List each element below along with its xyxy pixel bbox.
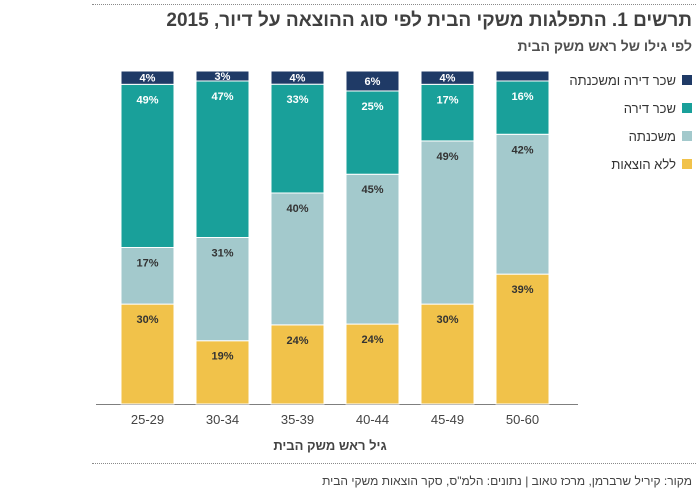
legend-label: שכר דירה ומשכנתה (569, 72, 676, 88)
data-label: 24% (361, 334, 383, 346)
legend-label: ללא הוצאות (611, 156, 676, 172)
data-label: 49% (136, 94, 158, 106)
x-tick-label: 50-60 (506, 412, 539, 427)
legend: שכר דירה ומשכנתה שכר דירה משכנתה ללא הוצ… (502, 66, 692, 178)
legend-swatch (682, 131, 692, 141)
bar-segment-mortgage (120, 246, 175, 305)
data-label: 17% (136, 257, 158, 269)
data-label: 4% (290, 73, 306, 85)
bar-segment-rent-and-mortgage (270, 70, 325, 85)
data-label: 24% (286, 335, 308, 347)
bar-segment-rent-and-mortgage (420, 70, 475, 85)
bar-segment-rent (495, 80, 550, 135)
data-label: 30% (436, 314, 458, 326)
data-label: 40% (286, 203, 308, 215)
data-label: 16% (511, 91, 533, 103)
legend-item-mortgage: משכנתה (502, 122, 692, 150)
chart-subtitle: לפי גילו של ראש משק הבית (517, 38, 692, 54)
chart-title: תרשים 1. התפלגות משקי הבית לפי סוג ההוצא… (166, 10, 692, 31)
data-label: 45% (361, 184, 383, 196)
bar-segment-mortgage (345, 173, 400, 325)
data-label: 49% (436, 151, 458, 163)
bar-segment-mortgage (195, 237, 250, 342)
data-label: 47% (211, 91, 233, 103)
x-tick-label: 25-29 (131, 412, 164, 427)
legend-swatch (682, 75, 692, 85)
source-note: מקור: קיריל שרברמן, מרכז טאוב | נתונים: … (322, 474, 692, 488)
data-label: 42% (511, 144, 533, 156)
data-label: 31% (211, 248, 233, 260)
bar-segment-rent (420, 83, 475, 142)
bar-segment-rent (195, 80, 250, 238)
bar-segment-mortgage (420, 140, 475, 305)
bar-segment-rent (270, 83, 325, 194)
x-tick-label: 35-39 (281, 412, 314, 427)
bottom-divider (92, 463, 696, 464)
top-divider (92, 4, 696, 5)
data-label: 17% (436, 94, 458, 106)
legend-swatch (682, 159, 692, 169)
legend-item-rent: שכר דירה (502, 94, 692, 122)
data-label: 6% (365, 76, 381, 88)
data-label: 4% (440, 73, 456, 85)
bar-segment-no-expenses (345, 323, 400, 405)
bar-segment-rent-and-mortgage (345, 70, 400, 92)
data-label: 4% (140, 73, 156, 85)
bar-segment-rent (345, 90, 400, 175)
legend-label: שכר דירה (623, 100, 676, 116)
data-label: 3% (215, 71, 231, 83)
bar-segment-rent-and-mortgage (195, 70, 250, 82)
legend-item-no-expenses: ללא הוצאות (502, 150, 692, 178)
legend-swatch (682, 103, 692, 113)
x-axis-title: גיל ראש משק הבית (273, 438, 386, 453)
data-label: 39% (511, 284, 533, 296)
bar-segment-no-expenses (420, 303, 475, 405)
bar-segment-no-expenses (270, 324, 325, 405)
x-tick-label: 40-44 (356, 412, 389, 427)
data-label: 33% (286, 94, 308, 106)
bar-segment-rent (120, 83, 175, 248)
x-tick-label: 45-49 (431, 412, 464, 427)
data-label: 19% (211, 351, 233, 363)
bar-segment-mortgage (270, 192, 325, 326)
legend-item-rent-and-mortgage: שכר דירה ומשכנתה (502, 66, 692, 94)
legend-label: משכנתה (628, 128, 676, 144)
x-tick-label: 30-34 (206, 412, 239, 427)
data-label: 30% (136, 314, 158, 326)
bar-segment-no-expenses (120, 303, 175, 405)
data-label: 25% (361, 101, 383, 113)
bar-segment-rent-and-mortgage (120, 70, 175, 85)
bar-segment-rent-and-mortgage (495, 70, 550, 82)
